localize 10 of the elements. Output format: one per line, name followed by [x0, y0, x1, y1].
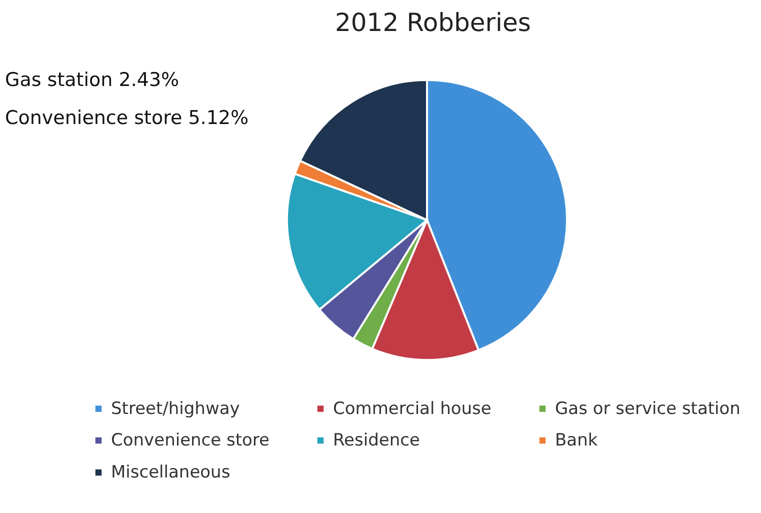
text: Convenience store 5.12%: [5, 107, 249, 129]
chart-title: 2012 Robberies: [335, 8, 531, 37]
legend-label: Street/highway: [111, 398, 240, 419]
legend-label: Commercial house: [333, 398, 492, 419]
legend-label: Gas or service station: [555, 398, 740, 419]
legend-label: Convenience store: [111, 430, 270, 450]
legend-label: Miscellaneous: [111, 462, 230, 482]
legend-label: Bank: [555, 430, 598, 450]
legend-label: Residence: [333, 430, 420, 450]
text: Gas station 2.43%: [5, 69, 180, 91]
